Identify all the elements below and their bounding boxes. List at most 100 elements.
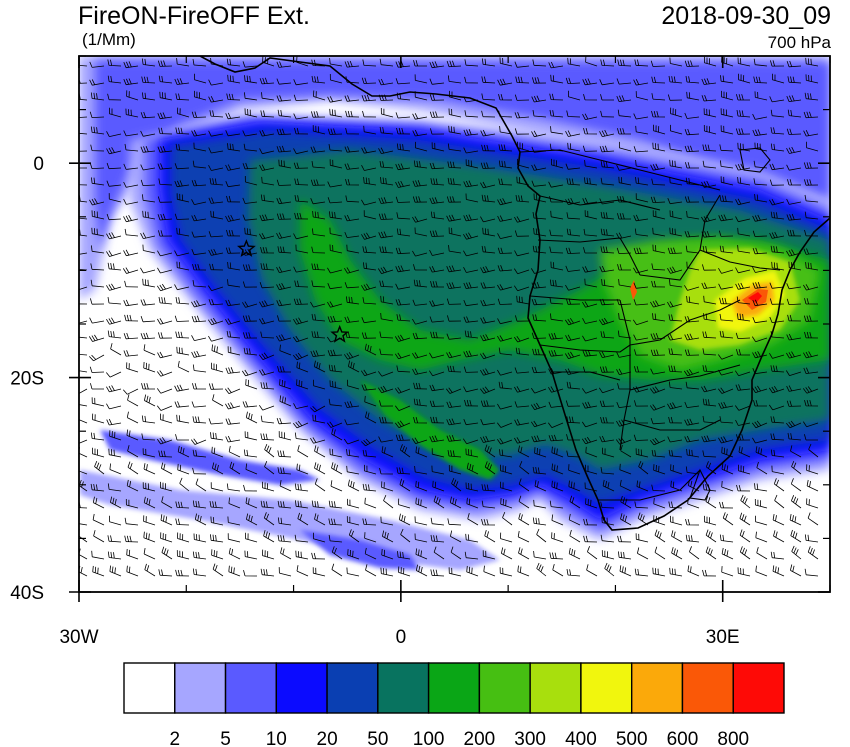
wind-barb bbox=[380, 177, 394, 186]
wind-barb bbox=[582, 78, 598, 86]
wind-barb bbox=[225, 402, 241, 410]
wind-barb bbox=[191, 335, 207, 341]
wind-barb bbox=[805, 262, 819, 271]
wind-barb bbox=[685, 245, 700, 254]
wind-barb bbox=[208, 298, 224, 306]
wind-barb bbox=[568, 90, 581, 101]
wind-barb bbox=[174, 315, 190, 322]
wind-barb bbox=[519, 460, 530, 475]
wind-barb bbox=[804, 568, 819, 577]
wind-barb bbox=[669, 57, 683, 67]
wind-barb bbox=[413, 398, 428, 407]
wind-barb bbox=[804, 194, 819, 203]
wind-barb bbox=[415, 497, 428, 509]
wind-barb bbox=[803, 111, 819, 119]
wind-barb bbox=[106, 250, 122, 257]
wind-barb bbox=[787, 109, 802, 118]
wind-barb bbox=[755, 515, 768, 526]
wind-barb bbox=[481, 518, 496, 526]
wind-barb bbox=[228, 445, 241, 458]
wind-barb bbox=[786, 60, 802, 68]
wind-barb bbox=[329, 227, 343, 237]
wind-barb bbox=[568, 513, 581, 526]
wind-barb bbox=[161, 546, 173, 560]
wind-barb bbox=[396, 365, 411, 373]
wind-barb bbox=[787, 314, 802, 322]
wind-barb bbox=[90, 383, 104, 390]
wind-barb bbox=[447, 143, 462, 152]
wind-barb bbox=[157, 250, 173, 257]
wind-barb bbox=[514, 401, 530, 408]
wind-barb bbox=[552, 563, 564, 577]
wind-barb bbox=[106, 317, 122, 325]
wind-barb bbox=[331, 428, 343, 441]
wind-barb bbox=[735, 128, 751, 135]
wind-barb bbox=[752, 299, 768, 307]
wind-barb bbox=[786, 164, 802, 171]
wind-barb bbox=[583, 93, 598, 101]
wind-barb bbox=[633, 386, 649, 393]
wind-barb bbox=[565, 163, 581, 170]
wind-barb bbox=[361, 317, 377, 324]
wind-barb bbox=[686, 261, 700, 271]
wind-barb bbox=[79, 184, 88, 186]
wind-barb bbox=[463, 366, 479, 373]
wind-barb bbox=[633, 334, 649, 341]
wind-barb bbox=[804, 399, 819, 407]
wind-barb bbox=[736, 434, 751, 441]
wind-barb bbox=[395, 265, 411, 273]
wind-barb bbox=[618, 279, 632, 288]
wind-barb bbox=[106, 283, 122, 291]
wind-barb bbox=[480, 317, 496, 324]
wind-barb bbox=[260, 433, 275, 441]
wind-barb bbox=[514, 112, 530, 119]
wind-barb bbox=[296, 379, 309, 390]
wind-barb bbox=[549, 229, 564, 237]
wind-barb bbox=[363, 177, 377, 186]
wind-barb bbox=[109, 565, 122, 577]
wind-barb bbox=[496, 438, 513, 445]
wind-barb bbox=[568, 547, 581, 560]
colorbar-label: 400 bbox=[565, 729, 597, 747]
wind-barb bbox=[124, 314, 139, 322]
wind-barb bbox=[228, 497, 241, 509]
wind-barb bbox=[807, 546, 819, 560]
wind-barb bbox=[91, 397, 105, 407]
contour-shade-south-patch-1 bbox=[100, 430, 320, 485]
wind-barb bbox=[667, 436, 683, 443]
wind-barb bbox=[106, 131, 122, 137]
wind-barb bbox=[362, 110, 377, 118]
lat-tick-label: 40S bbox=[10, 583, 44, 604]
wind-barb bbox=[806, 498, 819, 509]
wind-barb bbox=[739, 529, 751, 543]
wind-barb bbox=[89, 366, 105, 373]
wind-barb bbox=[637, 512, 649, 526]
wind-barb bbox=[513, 268, 530, 275]
wind-barb bbox=[616, 298, 632, 306]
wind-barb bbox=[191, 300, 207, 308]
wind-barb bbox=[225, 181, 241, 188]
wind-barb bbox=[276, 299, 292, 307]
plot-title: FireON-FireOFF Ext. bbox=[78, 2, 310, 30]
wind-barb bbox=[498, 93, 513, 101]
wind-barb bbox=[481, 144, 496, 152]
wind-barb bbox=[140, 315, 156, 323]
wind-barb bbox=[260, 110, 275, 118]
wind-barb bbox=[191, 199, 207, 205]
wind-barb bbox=[550, 210, 564, 220]
wind-barb bbox=[192, 449, 207, 458]
wind-barb bbox=[157, 351, 173, 359]
wind-barb bbox=[531, 164, 547, 171]
wind-barb bbox=[481, 58, 496, 67]
wind-barb bbox=[90, 126, 105, 135]
wind-barb bbox=[531, 146, 547, 153]
wind-barb bbox=[242, 301, 258, 308]
wind-barb bbox=[395, 163, 411, 171]
wind-barb bbox=[735, 282, 751, 290]
wind-barb bbox=[431, 142, 445, 152]
wind-barb bbox=[277, 366, 291, 373]
wind-barb bbox=[383, 494, 394, 509]
wind-barb bbox=[210, 516, 224, 526]
wind-barb bbox=[768, 404, 785, 411]
wind-barb bbox=[430, 128, 445, 135]
